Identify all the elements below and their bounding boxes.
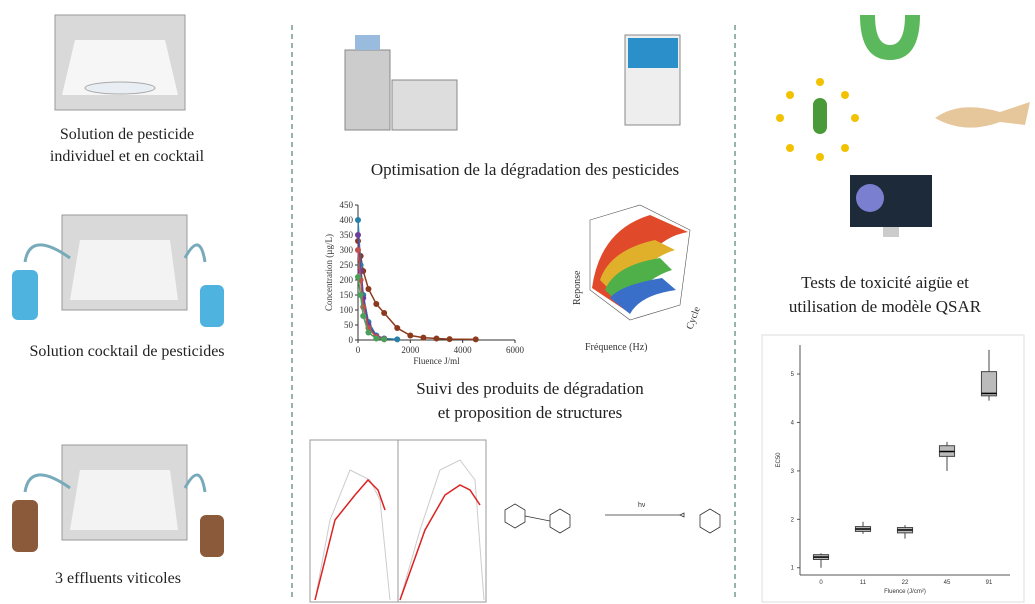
- axis-label: Reponse: [572, 270, 583, 305]
- x-axis-label: Fluence J/ml: [413, 356, 460, 366]
- x-tick-label: 6000: [506, 345, 525, 355]
- x-axis-label: Fluence (J/cm²): [884, 589, 926, 595]
- uv-chamber-effluent: [12, 445, 224, 557]
- heading: et proposition de structures: [438, 403, 623, 422]
- series-line: [358, 241, 476, 339]
- caption: 3 effluents viticoles: [55, 570, 181, 587]
- y-tick-label: 200: [340, 275, 354, 285]
- axis-label: Cycle: [684, 305, 703, 331]
- y-tick-label: 0: [349, 335, 354, 345]
- x-tick-label: 91: [986, 580, 993, 586]
- y-tick-label: 400: [340, 215, 354, 225]
- heading: Optimisation de la dégradation des pesti…: [371, 160, 679, 179]
- caption: Solution cocktail de pesticides: [29, 343, 224, 360]
- uv-chamber: [55, 15, 185, 110]
- heading: Tests de toxicité aigüe et: [801, 273, 969, 292]
- kinetics-panels: [310, 440, 486, 602]
- y-tick-label: 250: [340, 260, 354, 270]
- y-tick-label: 50: [344, 320, 354, 330]
- y-axis-label: EC50: [776, 452, 782, 468]
- x-tick-label: 11: [860, 580, 867, 586]
- organism-icons: [776, 15, 1030, 237]
- caption: individuel et en cocktail: [50, 148, 205, 165]
- heading: utilisation de modèle QSAR: [789, 297, 982, 316]
- hplc-instrument: [345, 35, 457, 130]
- x-tick-label: 0: [356, 345, 361, 355]
- y-tick-label: 450: [340, 200, 354, 210]
- box: [981, 372, 996, 396]
- ms-instrument: [625, 35, 680, 125]
- x-tick-label: 22: [902, 580, 909, 586]
- caption: Solution de pesticide: [60, 126, 194, 143]
- x-tick-label: 45: [944, 580, 951, 586]
- y-tick-label: 150: [340, 290, 354, 300]
- y-tick-label: 300: [340, 245, 354, 255]
- x-tick-label: 2000: [401, 345, 420, 355]
- y-tick-label: 100: [340, 305, 354, 315]
- heading: Suivi des produits de dégradation: [416, 379, 644, 398]
- axis-label: Fréquence (Hz): [585, 342, 647, 353]
- reaction-label: hν: [638, 502, 646, 509]
- y-axis-label: Concentration (µg/L): [324, 234, 334, 311]
- x-tick-label: 4000: [454, 345, 473, 355]
- page: Solution de pesticide individuel et en c…: [0, 0, 1035, 604]
- molecule: [505, 504, 720, 533]
- response-surface: [590, 205, 690, 320]
- uv-chamber-flow: [12, 215, 224, 327]
- y-tick-label: 350: [340, 230, 354, 240]
- figure: Solution de pesticide individuel et en c…: [0, 0, 1035, 604]
